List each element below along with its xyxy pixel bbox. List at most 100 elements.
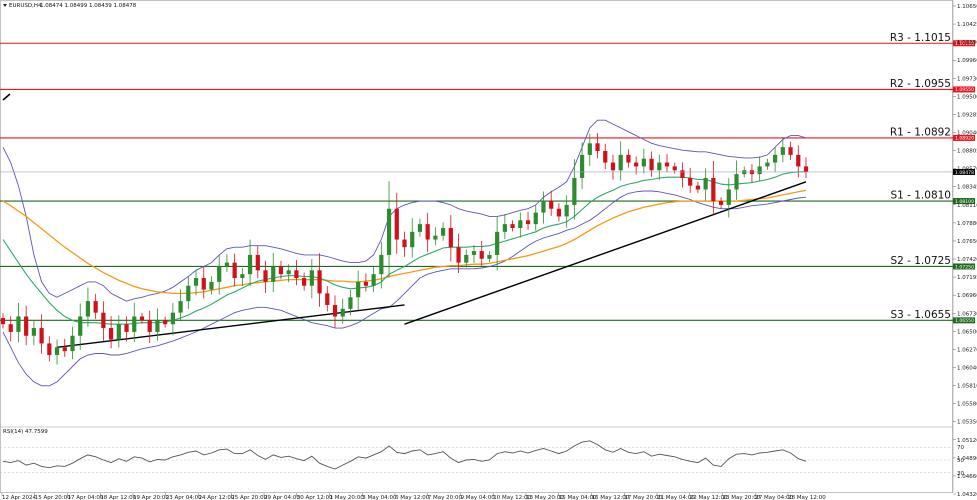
- candle: [641, 148, 646, 174]
- candle: [502, 213, 507, 240]
- x-tick-label: 13 May 20:00: [526, 495, 564, 500]
- candle-body: [688, 177, 693, 186]
- symbol-dropdown-icon[interactable]: [3, 4, 7, 7]
- candle: [765, 158, 770, 170]
- candle: [317, 253, 322, 307]
- level-label: S3 - 1.0655: [890, 309, 951, 321]
- candle-body: [479, 251, 484, 259]
- candle-body: [649, 158, 654, 171]
- candle: [124, 316, 129, 342]
- candle-body: [371, 274, 376, 286]
- candle: [757, 156, 762, 182]
- candle: [618, 141, 623, 181]
- candle-body: [664, 162, 670, 167]
- x-tick-label: 17 Apr 04:00: [68, 495, 104, 500]
- candle-body: [641, 158, 646, 167]
- candle-body: [564, 204, 569, 217]
- candle: [294, 260, 299, 286]
- candle: [62, 338, 67, 357]
- current-price-label: 1.08478: [955, 170, 974, 176]
- candle: [773, 147, 778, 173]
- candle-body: [325, 293, 330, 305]
- candle-body: [178, 301, 183, 313]
- level-price-label: 1.06550: [955, 318, 974, 324]
- y-tick-label: 1.05810: [957, 384, 977, 390]
- candle: [495, 217, 500, 271]
- candle-body: [757, 166, 762, 175]
- candle: [224, 254, 230, 273]
- candle: [533, 205, 538, 231]
- candle: [16, 302, 21, 343]
- candle-body: [549, 201, 554, 209]
- candle: [386, 181, 392, 278]
- candle-body: [132, 316, 137, 332]
- candle-body: [247, 254, 253, 275]
- x-tick-label: 16 May 12:00: [592, 495, 630, 500]
- bollinger-lower-line: [2, 190, 807, 387]
- candle-body: [695, 185, 701, 190]
- candle-body: [286, 270, 291, 275]
- level-price-box: [953, 134, 975, 141]
- y-tick-label: 1.05350: [957, 420, 977, 426]
- y-tick-label: 1.06960: [957, 293, 977, 299]
- y-tick-label: 1.10425: [957, 22, 977, 28]
- candle-body: [471, 251, 477, 255]
- y-tick-label: 1.09500: [957, 94, 977, 100]
- candle-body: [410, 231, 415, 248]
- moving-average-long-line: [2, 189, 807, 295]
- candle-body: [24, 316, 29, 336]
- candle-body: [116, 324, 121, 340]
- candle: [93, 293, 98, 320]
- candle: [356, 270, 361, 310]
- level-price-label: 1.10150: [955, 41, 974, 47]
- candle-body: [680, 170, 685, 178]
- candle-body: [718, 201, 724, 205]
- candle: [163, 316, 168, 328]
- level-price-label: 1.08920: [955, 136, 974, 142]
- candle: [417, 218, 423, 237]
- candle: [332, 295, 338, 328]
- candle-body: [70, 335, 75, 352]
- y-tick-label: 1.08110: [957, 203, 977, 209]
- candle: [718, 197, 724, 209]
- candle-body: [541, 201, 546, 213]
- candle: [108, 316, 114, 349]
- candle-body: [464, 254, 469, 263]
- candle-body: [386, 208, 392, 255]
- candle-body: [317, 270, 322, 294]
- y-tick-label: 1.04890: [957, 456, 977, 462]
- candle-body: [788, 147, 793, 155]
- candle-body: [139, 316, 145, 321]
- candle-body: [394, 208, 399, 240]
- candle-body: [147, 320, 152, 332]
- candle-body: [124, 324, 129, 332]
- candle: [348, 289, 353, 316]
- level-label: R2 - 1.0955: [890, 78, 951, 90]
- x-tick-label: 25 Apr 20:00: [231, 495, 267, 500]
- candle: [541, 191, 546, 224]
- x-tick-label: 17 May 20:00: [624, 495, 662, 500]
- candle: [549, 190, 554, 216]
- level-price-box: [953, 40, 975, 47]
- rsi-label: RSI(14) 47.7599: [3, 429, 48, 435]
- candle: [680, 162, 685, 188]
- rsi-tick-label: 70: [957, 445, 964, 451]
- candle-body: [495, 231, 500, 255]
- candle: [479, 240, 484, 267]
- x-tick-label: 15 Apr 20:00: [35, 495, 71, 500]
- candle: [24, 305, 29, 346]
- candle: [518, 212, 523, 238]
- candle-body: [626, 154, 631, 163]
- candle-body: [425, 224, 430, 240]
- candle: [139, 312, 145, 324]
- y-tick-label: 1.06270: [957, 347, 977, 353]
- candle: [664, 154, 670, 173]
- candle: [425, 212, 430, 253]
- candle: [394, 192, 399, 254]
- candle-body: [765, 162, 770, 167]
- candle: [0, 313, 6, 329]
- y-tick-label: 1.05120: [957, 438, 977, 444]
- candle: [556, 203, 562, 222]
- candle-body: [803, 166, 809, 172]
